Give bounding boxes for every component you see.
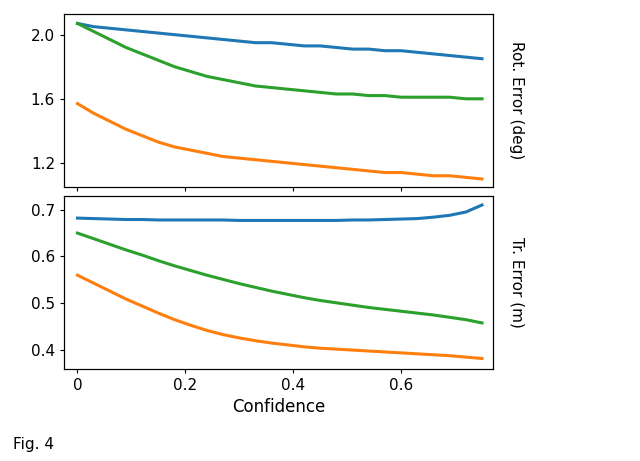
Y-axis label: Rot. Error (deg): Rot. Error (deg) — [509, 41, 524, 160]
Text: Fig. 4: Fig. 4 — [13, 437, 54, 452]
Y-axis label: Tr. Error (m): Tr. Error (m) — [509, 237, 524, 328]
X-axis label: Confidence: Confidence — [232, 398, 325, 416]
